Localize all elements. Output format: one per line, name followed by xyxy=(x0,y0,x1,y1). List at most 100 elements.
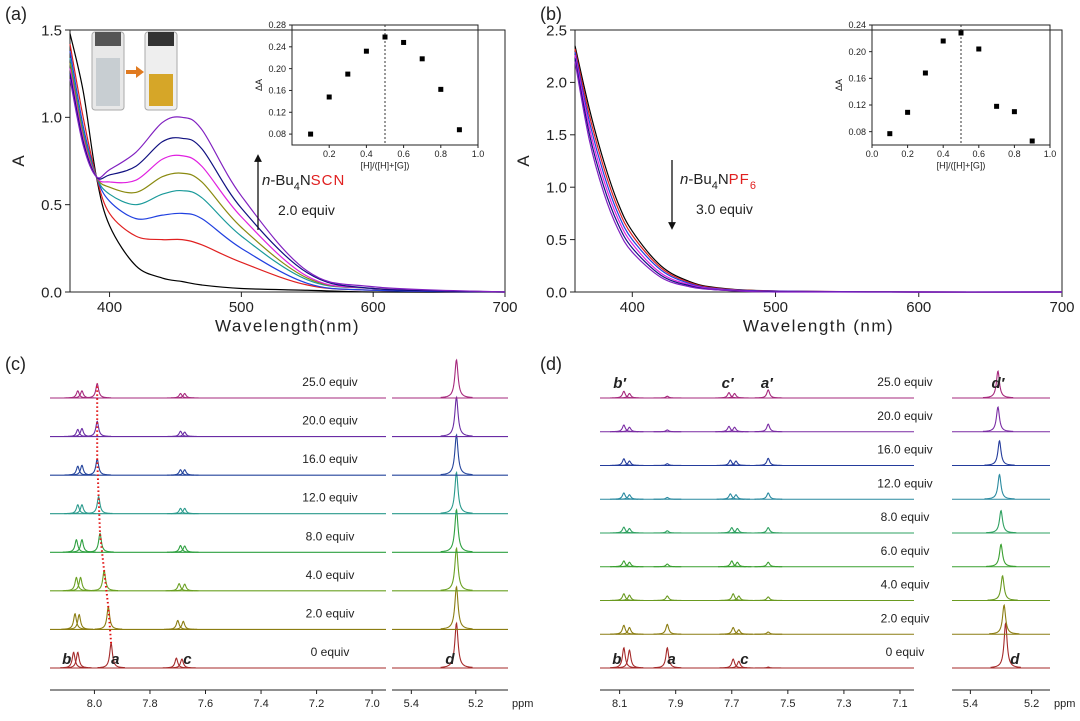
y-tick-label: 1.0 xyxy=(41,110,62,127)
data-point xyxy=(976,46,982,52)
x-tick-label: 7.8 xyxy=(142,698,157,710)
x-tick-label: 7.6 xyxy=(198,698,213,710)
nmr-peak xyxy=(653,496,682,500)
nmr-peak xyxy=(68,464,96,476)
nmr-peak xyxy=(653,395,682,399)
nmr-peak xyxy=(754,631,783,635)
peak-label: c xyxy=(740,651,749,668)
nmr-peak xyxy=(754,492,783,500)
x-axis-label: ppm xyxy=(1054,698,1075,710)
x-tick-label: 7.9 xyxy=(668,698,683,710)
x-tick-label: 5.4 xyxy=(963,698,978,710)
x-axis-label: Wavelength (nm) xyxy=(743,317,894,336)
trace-label: 25.0 equiv xyxy=(302,375,357,389)
y-tick-label: 0.12 xyxy=(848,100,866,110)
reagent-part: -Bu xyxy=(688,171,711,188)
trace-label: 4.0 equiv xyxy=(881,578,930,592)
data-point xyxy=(1029,138,1035,144)
nmr-peak xyxy=(982,406,1014,432)
peak-label: c′ xyxy=(722,375,735,392)
trace-label: 12.0 equiv xyxy=(302,491,357,505)
trace-label: 20.0 equiv xyxy=(877,409,932,423)
reagent-part: N xyxy=(718,171,729,188)
data-point xyxy=(905,109,911,115)
data-point xyxy=(345,71,351,77)
x-tick-label: 0.4 xyxy=(937,149,950,159)
nmr-peak xyxy=(615,392,644,399)
nmr-peak xyxy=(985,543,1017,567)
x-tick-label: 7.5 xyxy=(780,698,795,710)
nmr-peak xyxy=(615,426,644,433)
x-axis-label: [H]/([H]+[G]) xyxy=(937,161,986,171)
nmr-peak xyxy=(440,585,473,630)
nmr-peak xyxy=(440,470,473,514)
reagent-part: 6 xyxy=(750,180,757,192)
x-tick-label: 500 xyxy=(229,299,254,316)
vial-photo xyxy=(91,31,178,111)
nmr-peak xyxy=(86,532,114,553)
peak-label: a′ xyxy=(761,375,774,392)
x-tick-label: 5.2 xyxy=(468,698,483,710)
nmr-peak xyxy=(440,433,473,476)
x-tick-label: 8.0 xyxy=(87,698,102,710)
nmr-peak xyxy=(754,561,783,568)
nmr-peak xyxy=(653,563,682,568)
y-axis-label: ΔA xyxy=(834,79,844,91)
nmr-peak xyxy=(653,429,682,433)
y-tick-label: 0.5 xyxy=(546,232,567,249)
y-tick-label: 0.08 xyxy=(268,129,286,139)
reagent-amount: 2.0 equiv xyxy=(278,202,335,218)
trace-label: 8.0 equiv xyxy=(881,510,930,524)
panel-label: (c) xyxy=(5,354,26,374)
nmr-peak xyxy=(164,619,192,630)
x-tick-label: 700 xyxy=(492,299,517,316)
spectrum-line xyxy=(69,33,506,293)
x-tick-label: 7.2 xyxy=(309,698,324,710)
nmr-peak xyxy=(83,420,112,437)
y-tick-label: 0.20 xyxy=(268,64,286,74)
nmr-peak xyxy=(990,621,1021,668)
nmr-peak xyxy=(440,546,473,591)
peak-label: d xyxy=(1010,651,1020,668)
nmr-peak xyxy=(171,469,199,476)
peak-label: d′ xyxy=(992,375,1006,392)
y-tick-label: 0.12 xyxy=(268,107,286,117)
trace-label: 2.0 equiv xyxy=(881,611,930,625)
nmr-peak xyxy=(719,658,748,669)
trace-label: 8.0 equiv xyxy=(306,529,355,543)
spectrum-line xyxy=(574,61,1062,293)
x-tick-label: 0.8 xyxy=(1008,149,1021,159)
trace-label: 2.0 equiv xyxy=(306,606,355,620)
nmr-peak xyxy=(615,460,644,466)
data-point xyxy=(308,131,314,137)
nmr-peak xyxy=(440,395,473,437)
nmr-peak xyxy=(653,595,682,601)
nmr-peak xyxy=(66,576,95,592)
x-tick-label: 400 xyxy=(620,299,645,316)
data-point xyxy=(887,131,893,137)
peak-label: a xyxy=(111,651,119,668)
nmr-peak xyxy=(984,473,1015,500)
x-tick-label: 7.3 xyxy=(836,698,851,710)
x-tick-label: 0.6 xyxy=(397,149,410,159)
nmr-peak xyxy=(987,574,1018,601)
nmr-peak xyxy=(985,509,1017,534)
x-tick-label: 0.4 xyxy=(360,149,373,159)
x-tick-label: 500 xyxy=(763,299,788,316)
nmr-peak xyxy=(722,494,751,500)
nmr-peak xyxy=(440,508,473,553)
reagent-part: SCN xyxy=(311,172,346,189)
plot-frame xyxy=(69,29,506,293)
nmr-peak xyxy=(725,595,753,601)
reagent-part: n xyxy=(262,172,270,189)
nmr-peak xyxy=(754,527,783,534)
x-tick-label: 0.0 xyxy=(866,149,879,159)
nmr-peak xyxy=(725,629,753,635)
data-point xyxy=(382,34,388,40)
x-tick-label: 700 xyxy=(1049,299,1074,316)
trace-label: 25.0 equiv xyxy=(877,375,932,389)
y-tick-label: 0.0 xyxy=(41,284,62,301)
nmr-peak xyxy=(162,657,191,669)
nmr-peak xyxy=(171,545,199,553)
x-tick-label: 0.8 xyxy=(435,149,448,159)
